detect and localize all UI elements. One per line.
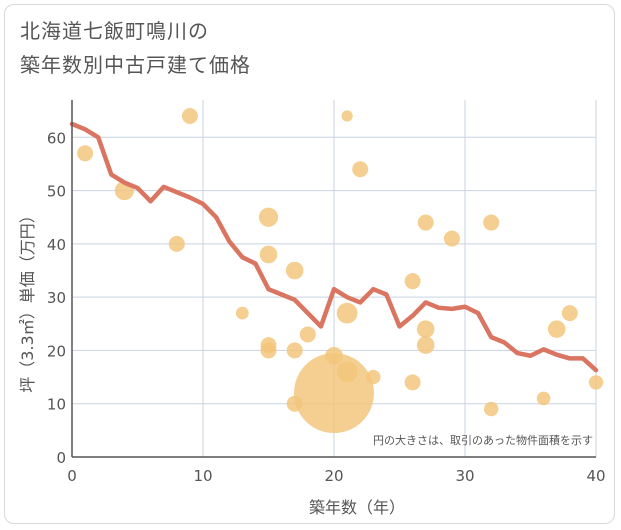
bubble-point (259, 245, 278, 264)
axes (71, 100, 596, 458)
bubble-point (404, 273, 421, 290)
x-tick-label: 0 (67, 467, 77, 485)
bubble-point (416, 336, 435, 354)
bubble-point (286, 342, 303, 359)
bubble-point (294, 353, 374, 434)
chart-title: 北海道七飯町鳴川の 築年数別中古戸建て価格 (20, 14, 251, 82)
y-tick-label: 20 (47, 342, 66, 360)
bubble-point (168, 235, 185, 252)
bubble-series (77, 107, 604, 434)
chart-card (4, 4, 615, 524)
y-tick-label: 60 (47, 129, 66, 147)
x-tick-label: 20 (324, 467, 343, 485)
bubble-point (536, 391, 551, 406)
trend-line (69, 121, 599, 373)
y-tick-label: 30 (47, 289, 66, 307)
bubble-point (416, 320, 435, 338)
bubble-point (336, 361, 358, 383)
y-tick-label: 40 (47, 236, 66, 254)
x-axis-label: 築年数（年） (309, 498, 405, 517)
x-tick-label: 10 (193, 467, 212, 485)
bubble-point (588, 375, 604, 390)
trend-line-series (69, 121, 599, 373)
tick-labels: 0 10 20 30 40 50 60 0 10 20 30 40 (47, 129, 606, 485)
x-tick-label: 30 (455, 467, 474, 485)
bubble-point (299, 326, 316, 343)
bubble-point (352, 161, 369, 178)
bubble-point (260, 342, 277, 359)
bubble-point (417, 214, 434, 231)
bubble-point (285, 261, 304, 280)
y-tick-label: 50 (47, 183, 66, 201)
x-tick-label: 40 (586, 467, 605, 485)
bubble-point (258, 207, 279, 227)
bubble-point (443, 230, 460, 247)
bubble-point (77, 145, 94, 162)
bubble-point (341, 110, 353, 122)
bubble-point (336, 302, 358, 324)
y-axis-label: 坪（3.3㎡）単価（万円） (18, 207, 37, 392)
chart-title-line-2: 築年数別中古戸建て価格 (20, 53, 251, 77)
bubble-point (404, 374, 421, 391)
annotation-note: 円の大きさは、取引のあった物件面積を示す (373, 433, 593, 447)
bubble-point (561, 305, 578, 322)
bubble-point (366, 369, 381, 385)
bubble-point (325, 346, 343, 365)
bubble-point (181, 107, 198, 124)
chart-title-line-1: 北海道七飯町鳴川の (20, 19, 209, 43)
y-tick-label: 0 (56, 449, 66, 467)
bubble-point (235, 306, 249, 320)
bubble-point (547, 320, 566, 338)
bubble-point (484, 401, 499, 417)
y-tick-label: 10 (47, 396, 66, 414)
bubble-point (483, 214, 500, 231)
